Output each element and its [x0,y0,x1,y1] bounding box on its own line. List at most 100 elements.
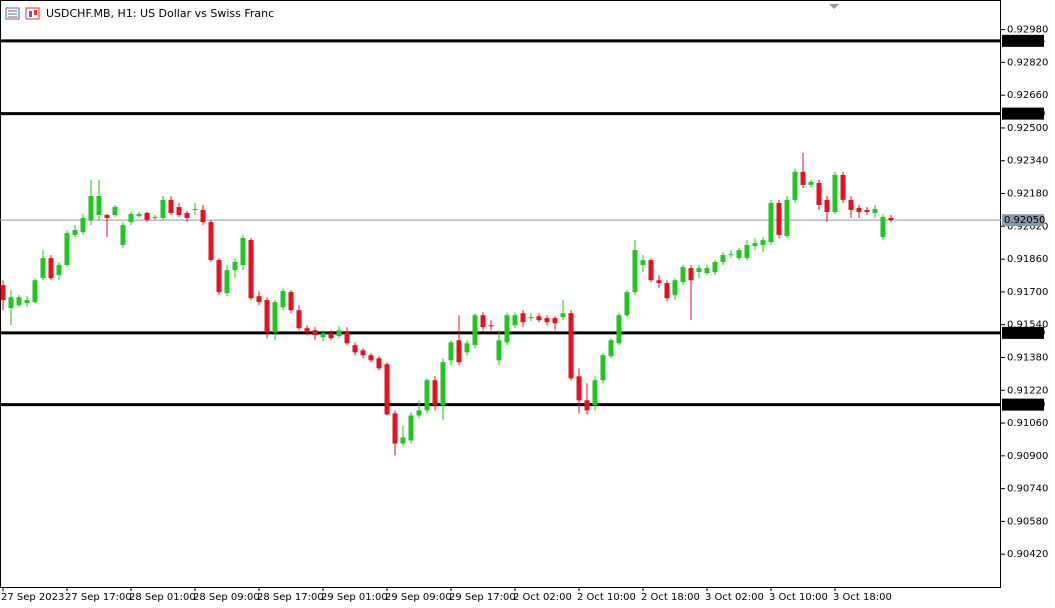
candle-body [416,410,422,416]
candle-body [8,297,14,309]
candle-body [472,315,478,346]
x-tick-label: 28 Sep 01:00 [129,592,196,603]
candle-body [512,315,518,326]
level-label: 0.92570 [1004,109,1045,120]
candle-body [552,318,558,324]
candle-body [680,267,686,283]
candle-body [272,302,278,333]
y-tick-label: 0.92020 [1007,221,1048,232]
candle-body [168,199,174,214]
plot-frame [0,0,1001,588]
candle-body [760,240,766,245]
candle-body [656,280,662,284]
candle-body [408,415,414,441]
y-tick-label: 0.90740 [1007,484,1048,495]
y-tick-label: 0.90900 [1007,451,1048,462]
candle-body [256,296,262,303]
y-tick-label: 0.90420 [1007,549,1048,560]
x-tick-label: 3 Oct 02:00 [705,592,764,603]
candle-body [152,216,158,218]
y-tick-label: 0.91860 [1007,254,1048,265]
level-box [1002,107,1044,120]
candle-body [400,437,406,444]
candle-body [800,171,806,185]
candle-body [544,318,550,323]
candle-body [424,380,430,411]
x-tick-label: 2 Oct 10:00 [577,592,636,603]
candle-body [672,280,678,296]
candle-body [40,258,46,279]
candle-body [200,209,206,223]
candle-body [96,195,102,216]
candle-body [752,243,758,246]
x-tick-label: 29 Sep 01:00 [321,592,388,603]
x-tick-label: 27 Sep 2023 [1,592,64,603]
candle-body [888,217,894,221]
candle-body [848,199,854,210]
candle-body [208,222,214,261]
candle-body [736,250,742,259]
candle-body [360,350,366,356]
candle-body [504,315,510,343]
candle-body [176,207,182,216]
candle-body [328,333,334,339]
candle-body [592,380,598,406]
x-tick-label: 28 Sep 09:00 [193,592,260,603]
icon [29,11,32,17]
candle-body [120,225,126,245]
candle-body [776,202,782,235]
candle-body [728,254,734,256]
candle-body [80,217,86,233]
candle-body [584,400,590,411]
x-tick-label: 29 Sep 09:00 [385,592,452,603]
candle-body [808,181,814,185]
candle-body [576,376,582,401]
candle-body [16,297,22,306]
candle-body [392,413,398,444]
level-box [1002,326,1044,339]
candle-body [880,216,886,237]
level-label: 0.91150 [1004,400,1045,411]
candle-body [864,209,870,212]
candle-body [784,199,790,236]
y-tick-label: 0.91700 [1007,287,1048,298]
candle-body [128,214,134,223]
candle-body [520,313,526,323]
candle-body [824,199,830,212]
y-tick-label: 0.91380 [1007,352,1048,363]
candle-body [32,280,38,303]
candle-body [240,238,246,266]
candle-body [88,195,94,220]
y-tick-label: 0.90580 [1007,516,1048,527]
candle-body [704,268,710,274]
candle-body [248,240,254,299]
candle-body [384,364,390,415]
level-box [1002,34,1044,47]
candle-body [312,330,318,336]
candle-body [688,268,694,281]
candle-body [184,213,190,218]
candle-body [368,355,374,361]
y-tick-label: 0.92660 [1007,90,1048,101]
x-tick-label: 3 Oct 10:00 [769,592,828,603]
candle-body [448,342,454,361]
candle-body [264,300,270,333]
x-tick-label: 28 Sep 17:00 [257,592,324,603]
candle-body [56,265,62,276]
candle-body [336,330,342,337]
candle-body [280,291,286,308]
candle-body [480,315,486,328]
candle-body [232,261,238,271]
candle-body [64,233,70,266]
candle-body [72,230,78,235]
candle-body [344,332,350,344]
candle-body [496,340,502,361]
candle-body [536,316,542,321]
candle-body [440,362,446,406]
icon [34,10,37,15]
candle-body [352,345,358,353]
shift-marker [829,4,839,9]
candle-body [856,207,862,212]
candle-body [720,255,726,262]
